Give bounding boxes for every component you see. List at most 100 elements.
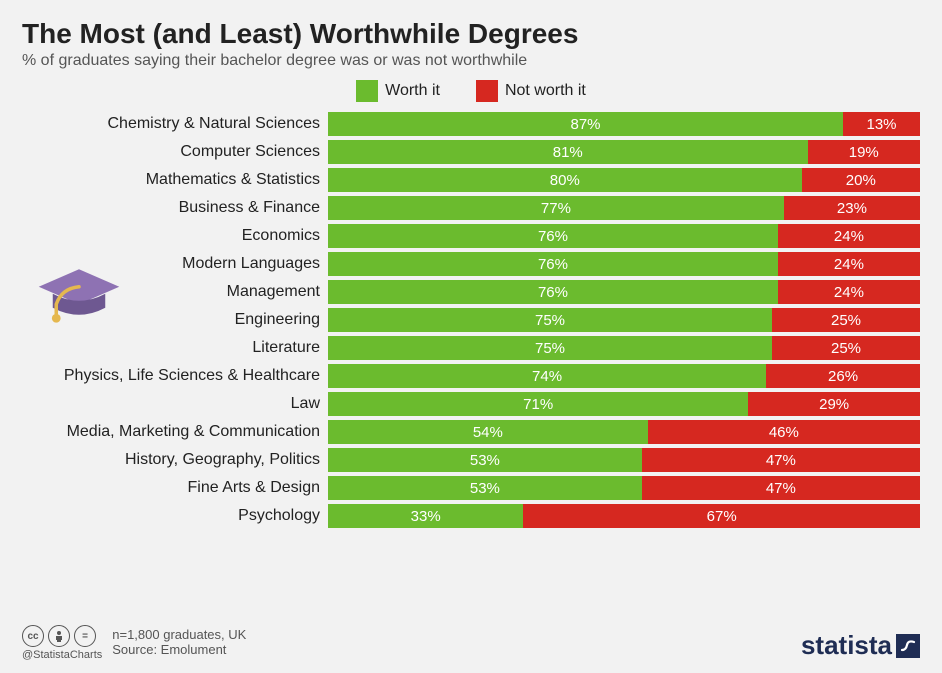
bar-segment-notworth: 13% bbox=[843, 112, 920, 136]
bar-segment-worth: 53% bbox=[328, 476, 642, 500]
cc-icons: cc = bbox=[22, 625, 96, 647]
bar-segment-worth: 76% bbox=[328, 252, 778, 276]
row-label: Business & Finance bbox=[22, 194, 328, 222]
stacked-bar: 71%29% bbox=[328, 392, 920, 416]
row-label: Economics bbox=[22, 222, 328, 250]
legend-swatch-worth bbox=[356, 80, 378, 102]
legend-label-notworth: Not worth it bbox=[505, 82, 586, 100]
by-icon bbox=[48, 625, 70, 647]
stacked-bar: 74%26% bbox=[328, 364, 920, 388]
row-label: Fine Arts & Design bbox=[22, 474, 328, 502]
stacked-bar: 75%25% bbox=[328, 308, 920, 332]
bar-segment-worth: 76% bbox=[328, 224, 778, 248]
bar-segment-notworth: 26% bbox=[766, 364, 920, 388]
bar-row: 75%25% bbox=[328, 334, 920, 362]
bar-segment-notworth: 19% bbox=[808, 140, 920, 164]
chart-container: The Most (and Least) Worthwhile Degrees … bbox=[0, 0, 942, 673]
chart-subtitle: % of graduates saying their bachelor deg… bbox=[22, 52, 920, 70]
stacked-bar: 80%20% bbox=[328, 168, 920, 192]
bar-segment-notworth: 67% bbox=[523, 504, 920, 528]
stacked-bar: 53%47% bbox=[328, 476, 920, 500]
legend-swatch-notworth bbox=[476, 80, 498, 102]
bar-segment-worth: 54% bbox=[328, 420, 648, 444]
stacked-bar: 75%25% bbox=[328, 336, 920, 360]
legend-item-notworth: Not worth it bbox=[476, 80, 586, 102]
row-label: Literature bbox=[22, 334, 328, 362]
bar-segment-worth: 76% bbox=[328, 280, 778, 304]
bars-column: 87%13%81%19%80%20%77%23%76%24%76%24%76%2… bbox=[328, 110, 920, 530]
bar-row: 76%24% bbox=[328, 222, 920, 250]
bar-row: 87%13% bbox=[328, 110, 920, 138]
brand-text: statista bbox=[801, 630, 892, 661]
row-label: History, Geography, Politics bbox=[22, 446, 328, 474]
bar-segment-worth: 75% bbox=[328, 336, 772, 360]
bar-segment-notworth: 25% bbox=[772, 336, 920, 360]
labels-column: Chemistry & Natural SciencesComputer Sci… bbox=[22, 110, 328, 530]
bar-segment-notworth: 23% bbox=[784, 196, 920, 220]
cc-license: cc = @StatistaCharts bbox=[22, 625, 102, 661]
bar-segment-notworth: 24% bbox=[778, 224, 920, 248]
stacked-bar: 76%24% bbox=[328, 224, 920, 248]
cc-icon: cc bbox=[22, 625, 44, 647]
bar-row: 54%46% bbox=[328, 418, 920, 446]
bar-segment-notworth: 25% bbox=[772, 308, 920, 332]
bar-segment-worth: 81% bbox=[328, 140, 808, 164]
row-label: Physics, Life Sciences & Healthcare bbox=[22, 362, 328, 390]
bar-row: 77%23% bbox=[328, 194, 920, 222]
bar-segment-notworth: 24% bbox=[778, 252, 920, 276]
stacked-bar: 76%24% bbox=[328, 280, 920, 304]
bar-row: 33%67% bbox=[328, 502, 920, 530]
footer: cc = @StatistaCharts n=1,800 graduates, … bbox=[22, 625, 920, 661]
legend-item-worth: Worth it bbox=[356, 80, 440, 102]
bar-segment-notworth: 47% bbox=[642, 448, 920, 472]
stacked-bar: 77%23% bbox=[328, 196, 920, 220]
stacked-bar: 76%24% bbox=[328, 252, 920, 276]
bar-row: 76%24% bbox=[328, 250, 920, 278]
bar-segment-worth: 74% bbox=[328, 364, 766, 388]
bar-segment-worth: 87% bbox=[328, 112, 843, 136]
bar-segment-worth: 33% bbox=[328, 504, 523, 528]
bar-segment-worth: 71% bbox=[328, 392, 748, 416]
graduation-cap-icon bbox=[34, 264, 124, 334]
bar-row: 81%19% bbox=[328, 138, 920, 166]
stacked-bar: 87%13% bbox=[328, 112, 920, 136]
bar-row: 76%24% bbox=[328, 278, 920, 306]
chart: Chemistry & Natural SciencesComputer Sci… bbox=[22, 110, 920, 530]
twitter-handle: @StatistaCharts bbox=[22, 649, 102, 661]
bar-segment-worth: 80% bbox=[328, 168, 802, 192]
bar-row: 75%25% bbox=[328, 306, 920, 334]
sample-size: n=1,800 graduates, UK bbox=[112, 627, 246, 642]
bar-segment-worth: 75% bbox=[328, 308, 772, 332]
bar-segment-notworth: 20% bbox=[802, 168, 920, 192]
bar-row: 53%47% bbox=[328, 474, 920, 502]
bar-segment-worth: 53% bbox=[328, 448, 642, 472]
row-label: Mathematics & Statistics bbox=[22, 166, 328, 194]
bar-row: 74%26% bbox=[328, 362, 920, 390]
footer-meta: n=1,800 graduates, UK Source: Emolument bbox=[112, 625, 246, 657]
stacked-bar: 81%19% bbox=[328, 140, 920, 164]
bar-row: 53%47% bbox=[328, 446, 920, 474]
row-label: Chemistry & Natural Sciences bbox=[22, 110, 328, 138]
source-text: Source: Emolument bbox=[112, 642, 246, 657]
bar-row: 80%20% bbox=[328, 166, 920, 194]
footer-left: cc = @StatistaCharts n=1,800 graduates, … bbox=[22, 625, 246, 661]
bar-segment-notworth: 29% bbox=[748, 392, 920, 416]
bar-segment-notworth: 47% bbox=[642, 476, 920, 500]
legend: Worth it Not worth it bbox=[22, 80, 920, 102]
stacked-bar: 53%47% bbox=[328, 448, 920, 472]
legend-label-worth: Worth it bbox=[385, 82, 440, 100]
bar-segment-worth: 77% bbox=[328, 196, 784, 220]
brand-logo: statista bbox=[801, 630, 920, 661]
bar-segment-notworth: 24% bbox=[778, 280, 920, 304]
bar-row: 71%29% bbox=[328, 390, 920, 418]
row-label: Computer Sciences bbox=[22, 138, 328, 166]
row-label: Media, Marketing & Communication bbox=[22, 418, 328, 446]
nd-icon: = bbox=[74, 625, 96, 647]
stacked-bar: 54%46% bbox=[328, 420, 920, 444]
row-label: Psychology bbox=[22, 502, 328, 530]
stacked-bar: 33%67% bbox=[328, 504, 920, 528]
bar-segment-notworth: 46% bbox=[648, 420, 920, 444]
chart-title: The Most (and Least) Worthwhile Degrees bbox=[22, 18, 920, 50]
row-label: Law bbox=[22, 390, 328, 418]
brand-mark-icon bbox=[896, 634, 920, 658]
